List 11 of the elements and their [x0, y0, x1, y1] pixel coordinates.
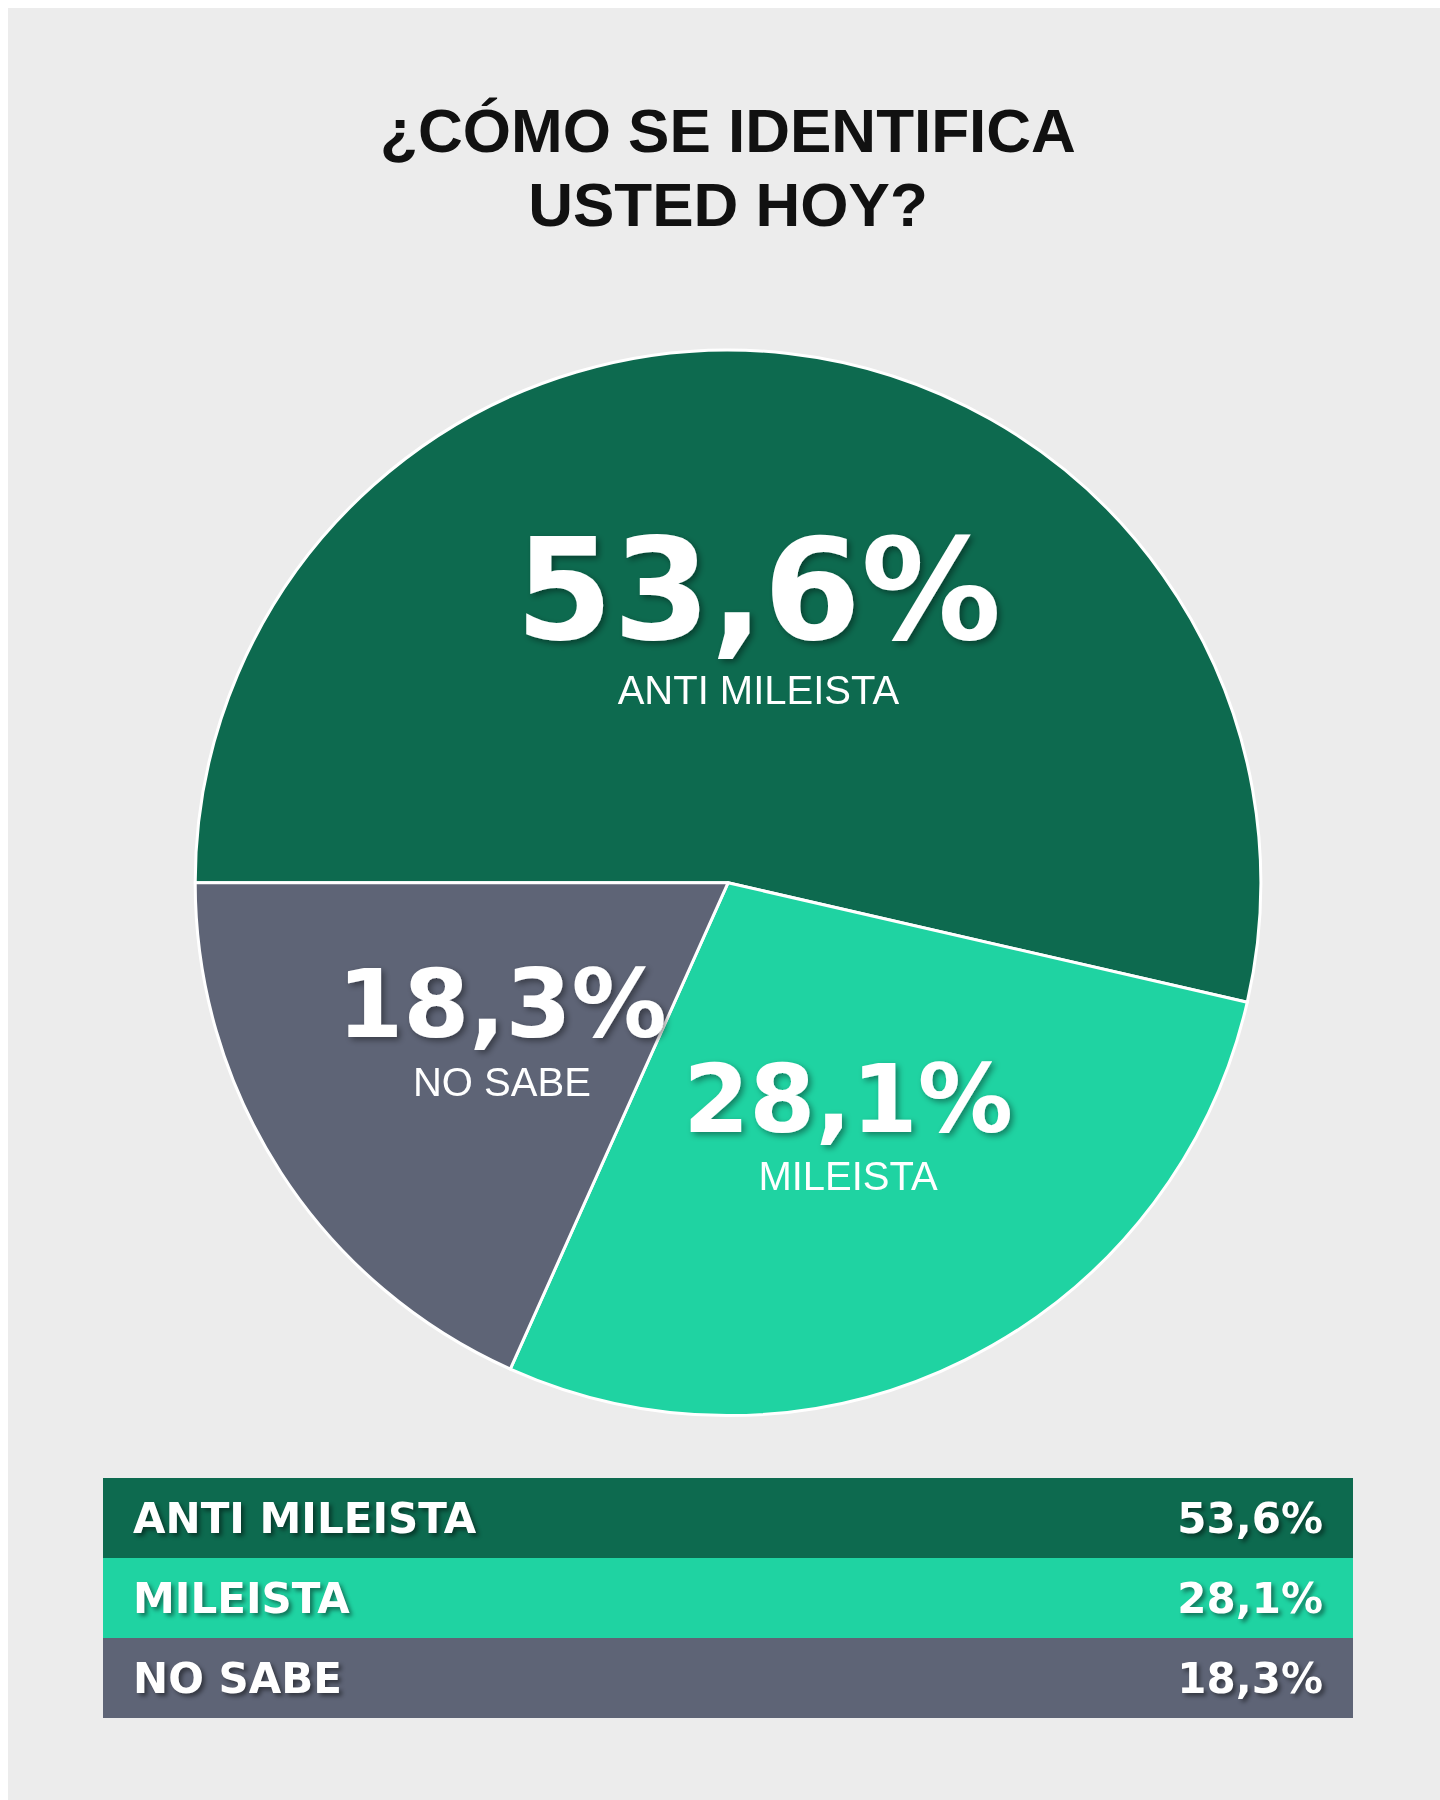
category-label: ANTI MILEISTA — [133, 1493, 477, 1543]
slice-label: NO SABE — [133, 1653, 342, 1703]
text: 18,3% — [1177, 1653, 1323, 1703]
text: 53,6% — [1177, 1493, 1323, 1543]
chart-title: ¿CÓMO SE IDENTIFICA USTED HOY? — [380, 95, 1076, 239]
data-label: 18,3% — [337, 949, 667, 1060]
data-label: 28,1% — [683, 1043, 1013, 1154]
slice-label: MILEISTA — [758, 1154, 939, 1199]
text: 28,1% — [1177, 1573, 1323, 1623]
slice-label: NO SABE — [412, 1059, 591, 1104]
category-label: MILEISTA — [133, 1573, 350, 1623]
